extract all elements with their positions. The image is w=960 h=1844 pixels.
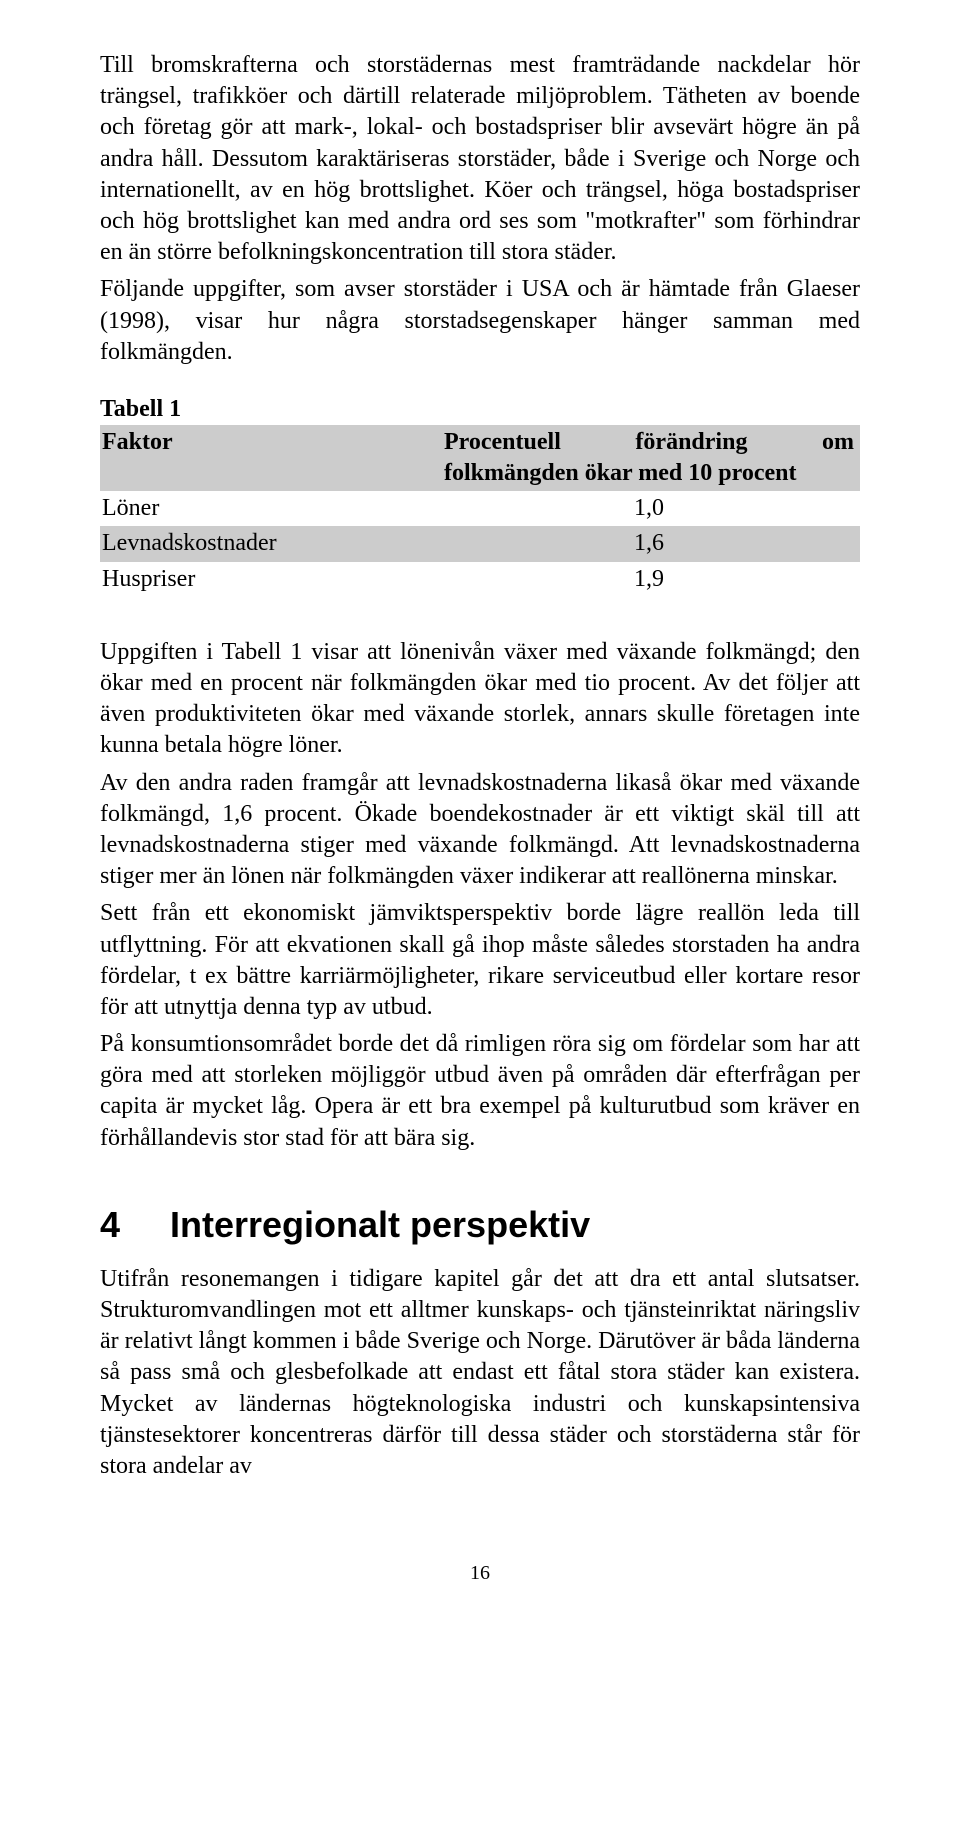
body-paragraph: På konsumtionsområdet borde det då rimli…: [100, 1029, 860, 1154]
body-paragraph: Av den andra raden framgår att levnadsko…: [100, 768, 860, 893]
body-paragraph: Sett från ett ekonomiskt jämviktsperspek…: [100, 898, 860, 1023]
body-paragraph: Följande uppgifter, som avser storstäder…: [100, 274, 860, 368]
page-number: 16: [100, 1562, 860, 1585]
body-paragraph: Utifrån resonemangen i tidigare kapitel …: [100, 1264, 860, 1482]
document-page: Till bromskrafterna och storstädernas me…: [0, 0, 960, 1844]
table-row: Löner 1,0: [100, 491, 860, 526]
table-cell-value: 1,6: [442, 526, 860, 561]
table-caption: Tabell 1: [100, 396, 860, 423]
table-row: Huspriser 1,9: [100, 562, 860, 597]
section-heading: 4Interregionalt perspektiv: [100, 1204, 860, 1246]
table-header-row: Faktor Procentuell förändring om folkmän…: [100, 425, 860, 491]
table-cell-value: 1,9: [442, 562, 860, 597]
table-cell-label: Levnadskostnader: [100, 526, 442, 561]
section-title-text: Interregionalt perspektiv: [170, 1204, 590, 1245]
section-number: 4: [100, 1204, 170, 1246]
table-header-value: Procentuell förändring om folkmängden ök…: [442, 425, 860, 491]
body-paragraph: Till bromskrafterna och storstädernas me…: [100, 50, 860, 268]
table-row: Levnadskostnader 1,6: [100, 526, 860, 561]
data-table: Faktor Procentuell förändring om folkmän…: [100, 425, 860, 597]
table-cell-label: Löner: [100, 491, 442, 526]
body-paragraph: Uppgiften i Tabell 1 visar att lönenivån…: [100, 637, 860, 762]
table-header-label: Faktor: [100, 425, 442, 491]
table-cell-value: 1,0: [442, 491, 860, 526]
table-cell-label: Huspriser: [100, 562, 442, 597]
